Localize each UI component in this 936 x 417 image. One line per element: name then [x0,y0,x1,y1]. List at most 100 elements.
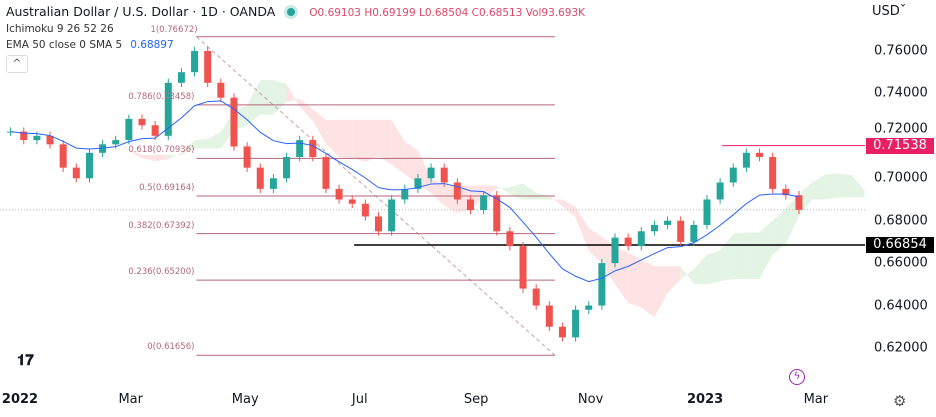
indicator-ema[interactable]: EMA 50 close 0 SMA 5 0.68897 [6,39,174,52]
ichimoku-cloud-segment [207,131,221,149]
ichimoku-cloud-segment [391,119,405,175]
price-tick-label: 0.76000 [874,43,928,59]
candle-body [85,152,93,179]
candle-body [716,182,724,200]
price-tick-label: 0.64000 [874,298,928,314]
ichimoku-cloud-segment [812,174,826,200]
candle-body [125,118,133,141]
tradingview-logo-mark: 𝟏𝟕 [17,351,34,369]
candle-body [59,144,67,168]
high-value: H0.69199 [364,7,416,19]
candle-body [427,167,435,179]
symbol-header: Australian Dollar / U.S. Dollar · 1D · O… [6,4,585,19]
candle-body [585,305,593,310]
ichimoku-cloud-segment [168,152,182,160]
ema-line [10,100,800,283]
ichimoku-cloud-segment [825,173,839,200]
time-tick-label: Mar [118,392,143,407]
fib-level-label: 0.5(0.69164) [139,182,195,193]
candle-body [756,152,764,158]
indicator-label: EMA 50 close 0 SMA 5 [6,39,123,51]
candle-body [637,231,645,247]
ichimoku-cloud-segment [142,154,156,162]
candle-body [191,51,199,73]
candle-body [493,195,501,232]
ichimoku-cloud-segment [260,80,274,115]
candle-body [256,167,264,189]
time-tick-label: Jul [351,392,368,407]
ichimoku-cloud-segment [352,119,366,162]
ichimoku-cloud-segment [575,206,589,251]
price-tick-label: 0.74000 [874,85,928,101]
candle-body [466,199,474,211]
time-tick-label: 2023 [687,392,724,407]
candle-body [204,51,212,83]
price-tick-label: 0.70000 [874,170,928,186]
candle-body [677,220,685,242]
candle-body [177,72,185,83]
chevron-up-icon: ^ [12,58,22,69]
ichimoku-cloud-segment [128,149,143,159]
candle-body [795,195,803,210]
fib-level-label: 0.236(0.65200) [128,267,195,278]
ichimoku-cloud-segment [838,173,852,198]
ichimoku-cloud-segment [155,154,169,162]
price-tick-label: 0.66000 [874,255,928,271]
fib-level-label: 0.786(0.73458) [128,91,195,102]
ichimoku-cloud-segment [286,83,300,107]
price-tick-label: 0.68000 [874,213,928,229]
indicator-label: Ichimoku 9 26 52 26 [6,23,114,35]
ichimoku-cloud-segment [706,250,721,285]
ichimoku-cloud-segment [654,266,668,318]
candle-body [33,135,41,141]
collapse-legend-button[interactable]: ^ [6,55,28,73]
tradingview-logo[interactable]: 𝟏𝟕 [12,350,40,372]
indicator-ichimoku[interactable]: Ichimoku 9 26 52 26 [6,23,114,36]
candle-body [283,157,291,179]
candle-body [335,188,343,200]
gear-icon[interactable]: ⚙ [893,392,907,410]
ichimoku-cloud-segment [733,232,747,280]
currency-label: USD [872,4,900,19]
ohlc-readout: O0.69103 H0.69199 L0.68504 C0.68513 Vol9… [309,7,585,19]
symbol-title[interactable]: Australian Dollar / U.S. Dollar · 1D · O… [6,4,276,19]
ichimoku-cloud-segment [693,254,707,285]
candle-body [690,224,698,242]
candle-body [664,220,672,225]
candle-body [112,140,120,145]
ichimoku-cloud-segment [851,175,865,198]
candle-body [532,288,540,306]
lightning-icon[interactable]: ϟ [789,369,805,385]
candle-body [414,178,422,189]
ichimoku-cloud-segment [339,119,353,159]
ichimoku-cloud-segment [247,80,261,126]
time-tick-label: Nov [577,392,604,407]
time-tick-label: Mar [803,392,829,407]
fib-level-label: 0.382(0.67392) [128,220,195,231]
ichimoku-cloud-segment [772,207,786,255]
chevron-down-icon: ˇ [899,4,907,19]
ichimoku-cloud-segment [667,266,681,294]
ichimoku-cloud-segment [483,185,497,197]
currency-selector[interactable]: USDˇ [872,4,906,19]
ichimoku-cloud-segment [378,119,392,165]
candle-body [309,140,317,158]
candle-body [558,326,566,338]
ichimoku-cloud-segment [431,178,445,206]
candle-body [151,125,159,136]
open-value: O0.69103 [309,7,361,19]
candle-body [72,167,80,179]
candle-body [650,224,658,232]
low-value: L0.68504 [418,7,469,19]
ichimoku-cloud-segment [325,119,340,158]
ichimoku-cloud-segment [299,98,313,121]
candle-body [703,199,711,225]
candle-body [348,199,356,204]
candle-body [440,167,448,183]
ichimoku-cloud-segment [273,80,287,115]
candle-body [375,216,383,232]
ichimoku-cloud-segment [759,220,773,280]
candle-body [729,167,737,183]
candle-body [230,97,238,147]
